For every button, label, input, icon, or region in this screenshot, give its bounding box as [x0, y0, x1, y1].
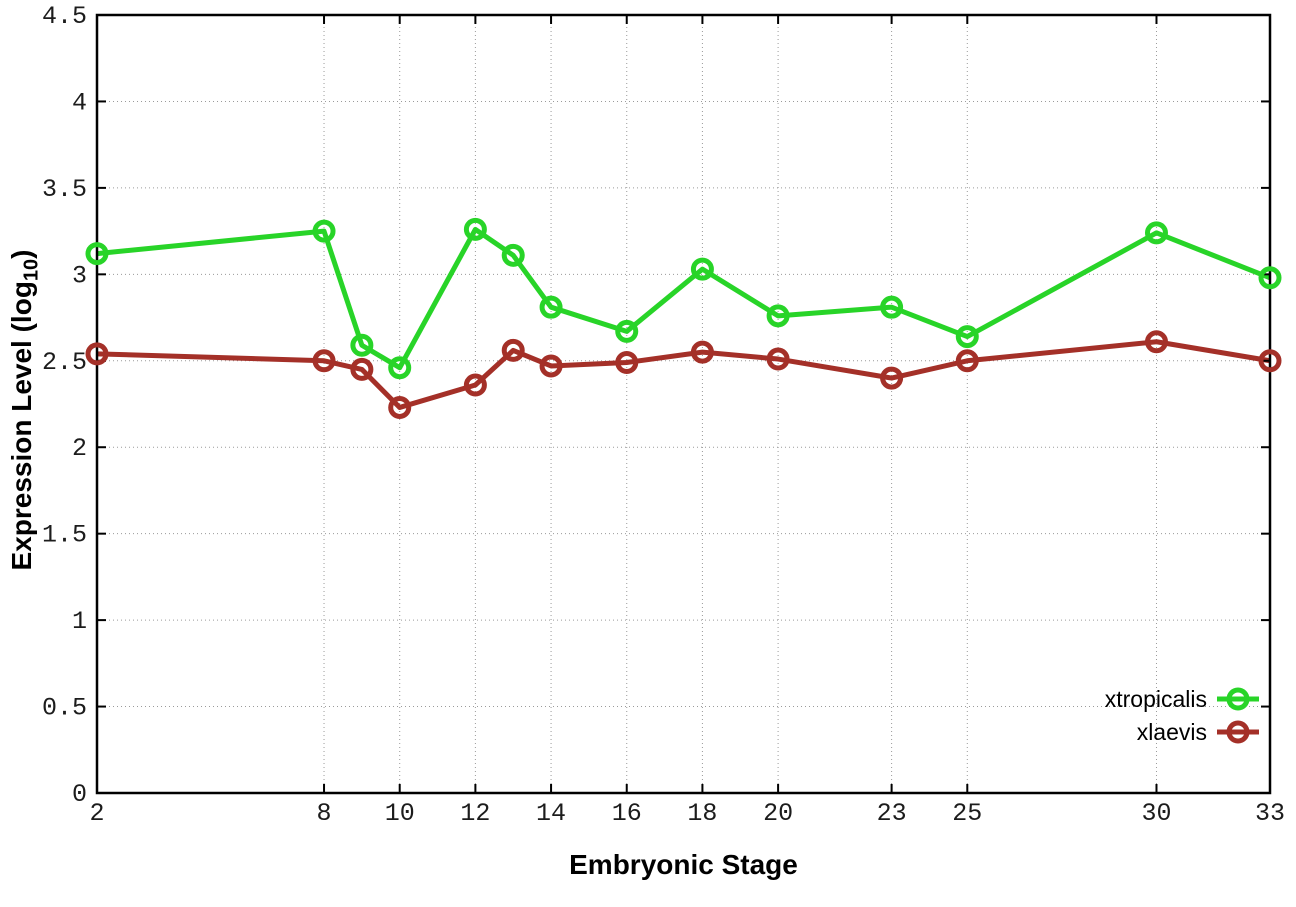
data-point-xlaevis [463, 373, 487, 397]
legend-label-xlaevis: xlaevis [1137, 719, 1207, 745]
y-tick-label: 0 [72, 780, 87, 809]
data-point-xlaevis [539, 354, 563, 378]
x-tick-label: 18 [687, 799, 717, 828]
y-axis-title: Expression Level (log10) [6, 249, 43, 571]
data-point-xlaevis [1258, 349, 1282, 373]
data-point-xtropicalis [463, 217, 487, 241]
legend-sample-marker-xtropicalis [1226, 687, 1250, 711]
data-point-xtropicalis [501, 243, 525, 267]
x-tick-label: 25 [952, 799, 982, 828]
x-tick-label: 10 [385, 799, 415, 828]
x-tick-label: 12 [460, 799, 490, 828]
x-tick-label: 30 [1141, 799, 1171, 828]
y-tick-label: 4.5 [42, 2, 87, 31]
plot-border [95, 13, 1272, 795]
legend-sample-marker-xlaevis [1226, 720, 1250, 744]
y-tick-label: 1.5 [42, 521, 87, 550]
data-point-xtropicalis [350, 333, 374, 357]
x-tick-label: 33 [1255, 799, 1285, 828]
data-point-xtropicalis [85, 242, 109, 266]
data-point-xtropicalis [615, 319, 639, 343]
series-line-xlaevis [96, 339, 1271, 410]
x-tick-label: 20 [763, 799, 793, 828]
data-point-xlaevis [350, 357, 374, 381]
y-tick-label: 1 [72, 607, 87, 636]
x-tick-label: 8 [317, 799, 332, 828]
data-point-xlaevis [615, 351, 639, 375]
data-point-xtropicalis [388, 356, 412, 380]
x-tick-label: 2 [89, 799, 104, 828]
data-point-xlaevis [388, 395, 412, 419]
data-point-xlaevis [312, 349, 336, 373]
data-point-xlaevis [880, 366, 904, 390]
data-point-xtropicalis [1144, 221, 1168, 245]
data-point-xlaevis [1144, 330, 1168, 354]
legend-label-xtropicalis: xtropicalis [1105, 686, 1207, 712]
y-tick-label: 4 [72, 88, 87, 117]
y-axis-title-pre: Expression Level (log [6, 281, 37, 571]
data-point-xtropicalis [955, 325, 979, 349]
data-point-xlaevis [955, 349, 979, 373]
x-tick-label: 23 [877, 799, 907, 828]
data-point-xtropicalis [539, 295, 563, 319]
data-point-xlaevis [501, 338, 525, 362]
y-axis-title-post: ) [6, 249, 37, 259]
data-point-xtropicalis [766, 304, 790, 328]
x-axis-title: Embryonic Stage [97, 849, 1270, 881]
y-tick-label: 3.5 [42, 175, 87, 204]
x-axis-title-text: Embryonic Stage [569, 849, 798, 880]
data-point-xtropicalis [880, 295, 904, 319]
y-axis-title-subscript: 10 [20, 258, 43, 282]
data-point-xlaevis [690, 340, 714, 364]
y-tick-label: 0.5 [42, 694, 87, 723]
data-point-xlaevis [766, 347, 790, 371]
data-point-xtropicalis [312, 219, 336, 243]
data-point-xtropicalis [690, 257, 714, 281]
y-tick-label: 2.5 [42, 348, 87, 377]
x-tick-label: 14 [536, 799, 566, 828]
y-tick-label: 3 [72, 261, 87, 290]
data-point-xtropicalis [1258, 266, 1282, 290]
x-tick-label: 16 [612, 799, 642, 828]
y-tick-label: 2 [72, 434, 87, 463]
data-point-xlaevis [85, 342, 109, 366]
